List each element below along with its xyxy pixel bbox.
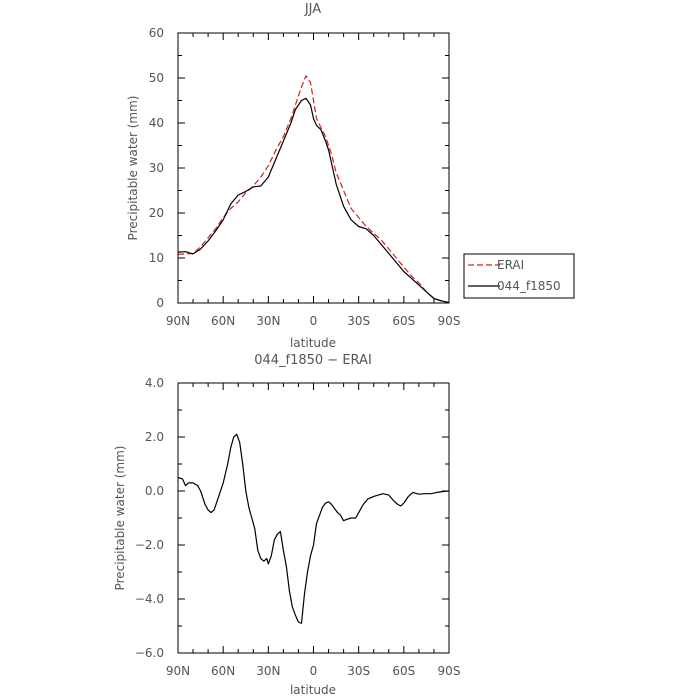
y-axis-label: Precipitable water (mm) bbox=[126, 96, 140, 241]
y-tick-label: 40 bbox=[149, 116, 164, 130]
series-line-erai bbox=[177, 75, 450, 304]
y-tick-label: 50 bbox=[149, 71, 164, 85]
x-tick-label: 30N bbox=[256, 664, 280, 678]
plot-frame bbox=[177, 382, 450, 654]
x-tick-label: 90S bbox=[438, 664, 461, 678]
x-tick-label: 90N bbox=[166, 664, 190, 678]
y-tick-label: 0.0 bbox=[145, 484, 164, 498]
axis-ticks: 90N 60N 30N 0 30S 60S 90S 0 10 20 30 40 50 60 bbox=[149, 26, 461, 328]
x-tick-label: 30N bbox=[256, 314, 280, 328]
chart-title: JJA bbox=[304, 2, 321, 17]
y-tick-label: 20 bbox=[149, 206, 164, 220]
x-tick-label: 60S bbox=[392, 314, 415, 328]
chart-title: 044_f1850 − ERAI bbox=[254, 353, 372, 368]
legend: ERAI 044_f1850 bbox=[463, 253, 575, 299]
x-axis-label: latitude bbox=[290, 336, 336, 350]
x-tick-label: 30S bbox=[347, 314, 370, 328]
series-line-difference bbox=[177, 433, 450, 624]
legend-label-erai: ERAI bbox=[497, 258, 524, 272]
x-tick-label: 0 bbox=[310, 664, 318, 678]
y-axis-label: Precipitable water (mm) bbox=[113, 446, 127, 591]
x-tick-label: 30S bbox=[347, 664, 370, 678]
x-tick-label: 60N bbox=[211, 664, 235, 678]
x-axis-label: latitude bbox=[290, 683, 336, 697]
series-group bbox=[177, 433, 450, 624]
y-tick-label: −2.0 bbox=[135, 538, 164, 552]
series-line-044-f1850 bbox=[177, 97, 450, 304]
axis-ticks: 90N 60N 30N 0 30S 60S 90S 4.0 2.0 0.0 −2.0 −4.0 −6.0 bbox=[135, 376, 461, 678]
y-tick-label: 0 bbox=[156, 296, 164, 310]
y-tick-label: 60 bbox=[149, 26, 164, 40]
x-tick-label: 90N bbox=[166, 314, 190, 328]
x-tick-label: 0 bbox=[310, 314, 318, 328]
series-group bbox=[177, 75, 450, 304]
y-tick-label: 10 bbox=[149, 251, 164, 265]
x-tick-label: 60S bbox=[392, 664, 415, 678]
y-tick-label: 30 bbox=[149, 161, 164, 175]
x-tick-label: 60N bbox=[211, 314, 235, 328]
legend-label-044-f1850: 044_f1850 bbox=[497, 279, 561, 293]
y-tick-label: −6.0 bbox=[135, 646, 164, 660]
chart-panel-difference: 044_f1850 − ERAI Precipitable water (mm)… bbox=[113, 353, 460, 697]
x-tick-label: 90S bbox=[438, 314, 461, 328]
plot-frame bbox=[177, 32, 450, 304]
y-tick-label: −4.0 bbox=[135, 592, 164, 606]
legend-box bbox=[463, 253, 575, 299]
chart-panel-jja: JJA Precipitable water (mm) latitude 90N… bbox=[126, 2, 575, 350]
y-tick-label: 2.0 bbox=[145, 430, 164, 444]
y-tick-label: 4.0 bbox=[145, 376, 164, 390]
